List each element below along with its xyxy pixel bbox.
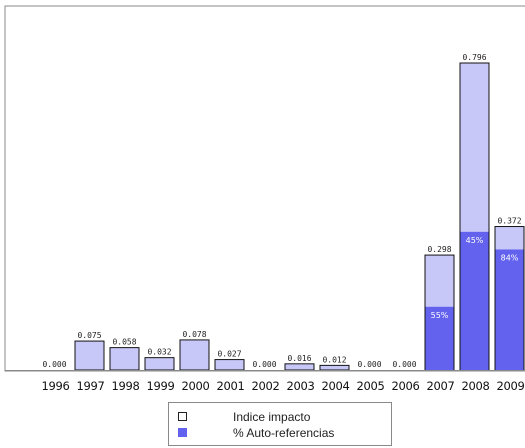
bar-self-ref-2008	[460, 231, 489, 370]
x-tick-1996: 1996	[41, 379, 69, 393]
legend-swatch-impact	[178, 412, 187, 421]
pct-label-2007: 55%	[431, 311, 449, 320]
bar-impact-2001	[214, 359, 245, 371]
value-label-2001: 0.027	[217, 350, 241, 359]
bar-impact-1997	[74, 340, 105, 371]
value-label-2008: 0.796	[462, 53, 486, 62]
bar-impact-1998	[109, 347, 140, 371]
legend-swatch-self-ref	[178, 428, 187, 437]
x-tick-1999: 1999	[146, 379, 174, 393]
value-label-2006: 0.000	[392, 360, 416, 369]
value-label-2002: 0.000	[252, 360, 276, 369]
legend-label-impact: Indice impacto	[233, 410, 311, 424]
value-label-2000: 0.078	[182, 330, 206, 339]
legend-label-self-ref: % Auto-referencias	[233, 426, 335, 440]
pct-label-2009: 84%	[501, 253, 519, 262]
x-tick-2000: 2000	[181, 379, 209, 393]
value-label-2003: 0.016	[287, 354, 311, 363]
bar-self-ref-2007	[425, 306, 454, 370]
x-tick-2007: 2007	[426, 379, 454, 393]
x-tick-1997: 1997	[76, 379, 104, 393]
value-label-2005: 0.000	[357, 360, 381, 369]
value-label-1996: 0.000	[42, 360, 66, 369]
x-tick-2002: 2002	[251, 379, 279, 393]
bar-self-ref-2009	[495, 249, 524, 370]
bar-impact-2000	[179, 339, 210, 371]
x-tick-1998: 1998	[111, 379, 139, 393]
x-tick-2001: 2001	[216, 379, 244, 393]
value-label-2007: 0.298	[427, 245, 451, 254]
value-label-2009: 0.372	[497, 217, 521, 226]
value-label-1997: 0.075	[77, 331, 101, 340]
x-tick-2008: 2008	[461, 379, 489, 393]
x-tick-2004: 2004	[321, 379, 349, 393]
pct-label-2008: 45%	[466, 236, 484, 245]
value-label-1999: 0.032	[147, 348, 171, 357]
bar-impact-2004	[319, 364, 350, 371]
chart-legend: Indice impacto % Auto-referencias	[168, 402, 392, 446]
value-label-2004: 0.012	[322, 355, 346, 364]
x-tick-2005: 2005	[356, 379, 384, 393]
x-tick-2003: 2003	[286, 379, 314, 393]
x-tick-2009: 2009	[496, 379, 524, 393]
x-tick-2006: 2006	[391, 379, 419, 393]
value-label-1998: 0.058	[112, 338, 136, 347]
bar-impact-2003	[284, 363, 315, 371]
bar-impact-1999	[144, 357, 175, 371]
